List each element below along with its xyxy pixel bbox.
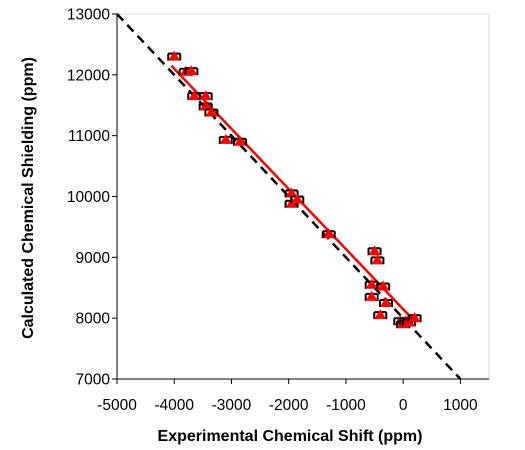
triangle-marker	[377, 280, 390, 291]
data-point	[218, 133, 233, 144]
data-point	[367, 245, 382, 256]
triangle-marker	[234, 135, 247, 146]
data-point	[364, 290, 379, 301]
data-point	[370, 254, 385, 265]
x-tick-label: -3000	[212, 397, 252, 414]
data-point	[290, 193, 305, 204]
data-point	[204, 106, 219, 117]
data-point	[167, 50, 182, 61]
triangle-marker	[185, 65, 198, 76]
triangle-marker	[374, 309, 387, 320]
triangle-marker	[188, 90, 201, 101]
data-point	[321, 228, 336, 239]
triangle-marker	[408, 312, 421, 323]
triangle-marker	[322, 228, 335, 239]
data-point	[407, 312, 422, 323]
triangle-marker	[371, 254, 384, 265]
x-tick-label: -5000	[97, 397, 137, 414]
y-axis: 7000 8000 9000 10000 11000 12000 13000	[67, 7, 118, 389]
reference-line-layer	[116, 13, 462, 380]
triangle-marker	[291, 193, 304, 204]
x-tick-label: -1000	[326, 397, 366, 414]
x-tick-label: 0	[399, 397, 408, 414]
triangle-marker	[365, 278, 378, 289]
y-tick-label: 13000	[67, 7, 110, 24]
triangle-marker	[205, 106, 218, 117]
data-point	[233, 135, 248, 146]
x-tick-label: -4000	[154, 397, 194, 414]
x-tick-label: 1000	[443, 397, 478, 414]
y-tick-label: 9000	[76, 250, 111, 267]
triangle-marker	[168, 50, 181, 61]
y-axis-title: Calculated Chemical Shielding (ppm)	[20, 57, 37, 339]
x-axis: -5000 -4000 -3000 -2000 -1000 0 1000	[97, 378, 489, 414]
data-point	[378, 296, 393, 307]
y-tick-label: 7000	[76, 372, 111, 389]
data-point	[184, 65, 199, 76]
triangle-marker	[368, 245, 381, 256]
x-axis-title: Experimental Chemical Shift (ppm)	[158, 428, 423, 445]
triangle-marker	[199, 90, 212, 101]
y-tick-label: 8000	[76, 311, 111, 328]
y-tick-label: 10000	[67, 189, 110, 206]
triangle-marker	[219, 133, 232, 144]
data-points-layer	[167, 50, 422, 329]
reference-line	[116, 13, 462, 380]
triangle-marker	[285, 187, 298, 198]
triangle-marker	[379, 296, 392, 307]
data-point	[373, 309, 388, 320]
triangle-marker	[365, 290, 378, 301]
triangle-marker	[199, 100, 212, 111]
y-tick-label: 12000	[67, 67, 110, 84]
data-point	[198, 90, 213, 101]
y-tick-label: 11000	[68, 128, 110, 145]
data-point	[376, 280, 391, 291]
x-tick-label: -2000	[269, 397, 309, 414]
